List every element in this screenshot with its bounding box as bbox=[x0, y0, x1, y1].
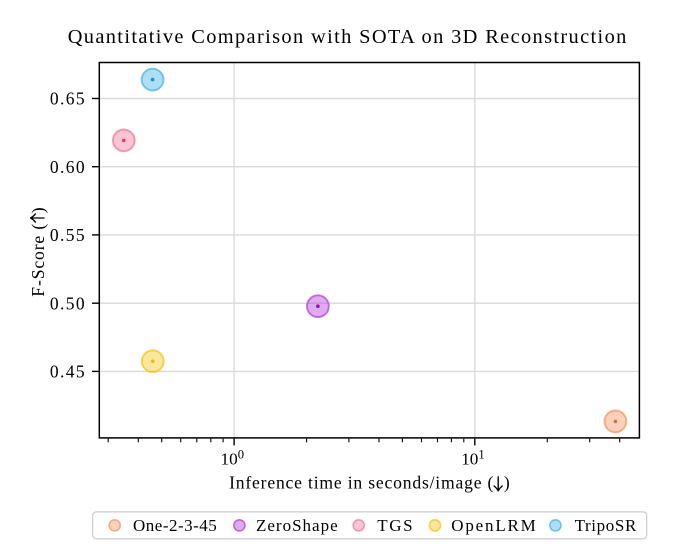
svg-text:0.60: 0.60 bbox=[50, 157, 86, 177]
svg-text:One-2-3-45: One-2-3-45 bbox=[133, 516, 217, 535]
svg-text:ZeroShape: ZeroShape bbox=[256, 516, 339, 535]
svg-text:F-Score (↑): F-Score (↑) bbox=[28, 206, 48, 296]
svg-text:0.50: 0.50 bbox=[50, 293, 86, 313]
svg-text:Inference time in seconds/imag: Inference time in seconds/image (↓) bbox=[229, 472, 510, 492]
svg-text:TripoSR: TripoSR bbox=[575, 516, 637, 535]
svg-text:0.65: 0.65 bbox=[50, 89, 86, 109]
svg-text:TGS: TGS bbox=[377, 516, 414, 535]
svg-text:0.45: 0.45 bbox=[50, 362, 86, 382]
svg-text:0.55: 0.55 bbox=[50, 225, 86, 245]
svg-text:Quantitative Comparison with S: Quantitative Comparison with SOTA on 3D … bbox=[68, 26, 628, 48]
svg-text:OpenLRM: OpenLRM bbox=[451, 516, 537, 535]
